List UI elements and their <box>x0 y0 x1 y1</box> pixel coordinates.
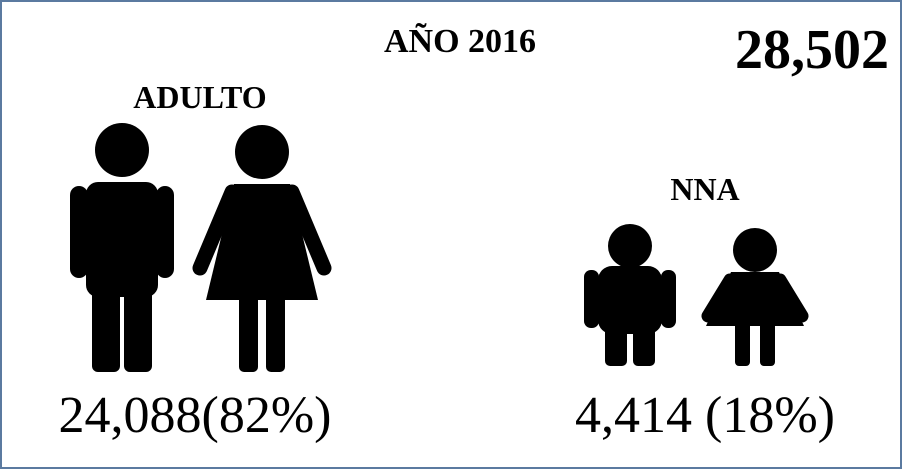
group-value: 4,414 (18%) <box>575 387 835 444</box>
group-label: NNA <box>670 171 739 207</box>
adult-man-icon <box>70 123 174 372</box>
group-label: ADULTO <box>133 79 266 115</box>
title: AÑO 2016 <box>384 23 536 60</box>
adult-woman-icon <box>192 125 332 372</box>
total: 28,502 <box>735 19 889 81</box>
group-value: 24,088(82%) <box>59 387 332 444</box>
child-boy-icon <box>584 224 676 366</box>
child-girl-icon <box>701 228 809 366</box>
